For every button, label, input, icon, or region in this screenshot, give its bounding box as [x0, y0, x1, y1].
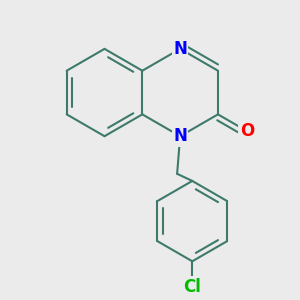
- Text: N: N: [173, 127, 187, 145]
- Text: Cl: Cl: [183, 278, 201, 296]
- Text: O: O: [240, 122, 254, 140]
- Text: N: N: [173, 40, 187, 58]
